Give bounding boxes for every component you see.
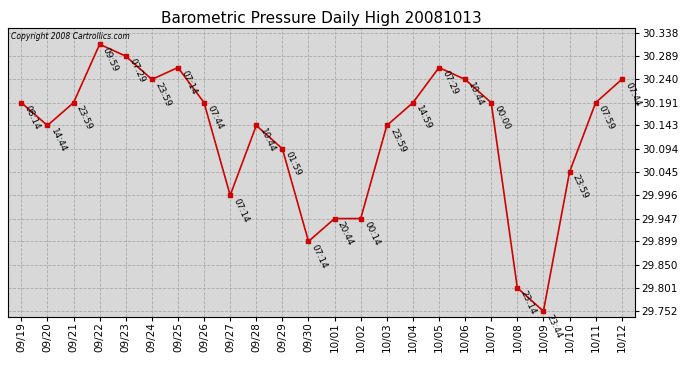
Text: 10:44: 10:44 bbox=[257, 127, 277, 154]
Text: 23:14: 23:14 bbox=[519, 289, 538, 316]
Text: 14:59: 14:59 bbox=[414, 104, 433, 131]
Text: 00:14: 00:14 bbox=[362, 220, 381, 247]
Text: 23:59: 23:59 bbox=[571, 173, 590, 201]
Text: 09:59: 09:59 bbox=[101, 46, 120, 73]
Text: 07:59: 07:59 bbox=[597, 104, 616, 131]
Title: Barometric Pressure Daily High 20081013: Barometric Pressure Daily High 20081013 bbox=[161, 10, 482, 26]
Text: 20:44: 20:44 bbox=[336, 220, 355, 247]
Text: 23:59: 23:59 bbox=[75, 104, 94, 131]
Text: 00:00: 00:00 bbox=[493, 104, 512, 131]
Text: 07:14: 07:14 bbox=[310, 243, 329, 270]
Text: 14:44: 14:44 bbox=[49, 127, 68, 154]
Text: 07:29: 07:29 bbox=[440, 69, 460, 96]
Text: 07:14: 07:14 bbox=[232, 196, 250, 224]
Text: 23:59: 23:59 bbox=[153, 81, 172, 108]
Text: 07:44: 07:44 bbox=[623, 81, 642, 108]
Text: 23:44: 23:44 bbox=[545, 313, 564, 339]
Text: 08:14: 08:14 bbox=[23, 104, 42, 131]
Text: Copyright 2008 Cartrollics.com: Copyright 2008 Cartrollics.com bbox=[12, 33, 130, 42]
Text: 07:29: 07:29 bbox=[127, 57, 146, 85]
Text: 07:14: 07:14 bbox=[179, 69, 199, 96]
Text: 23:59: 23:59 bbox=[388, 127, 407, 154]
Text: 07:44: 07:44 bbox=[206, 104, 224, 131]
Text: 01:59: 01:59 bbox=[284, 150, 303, 177]
Text: 10:44: 10:44 bbox=[466, 81, 486, 108]
